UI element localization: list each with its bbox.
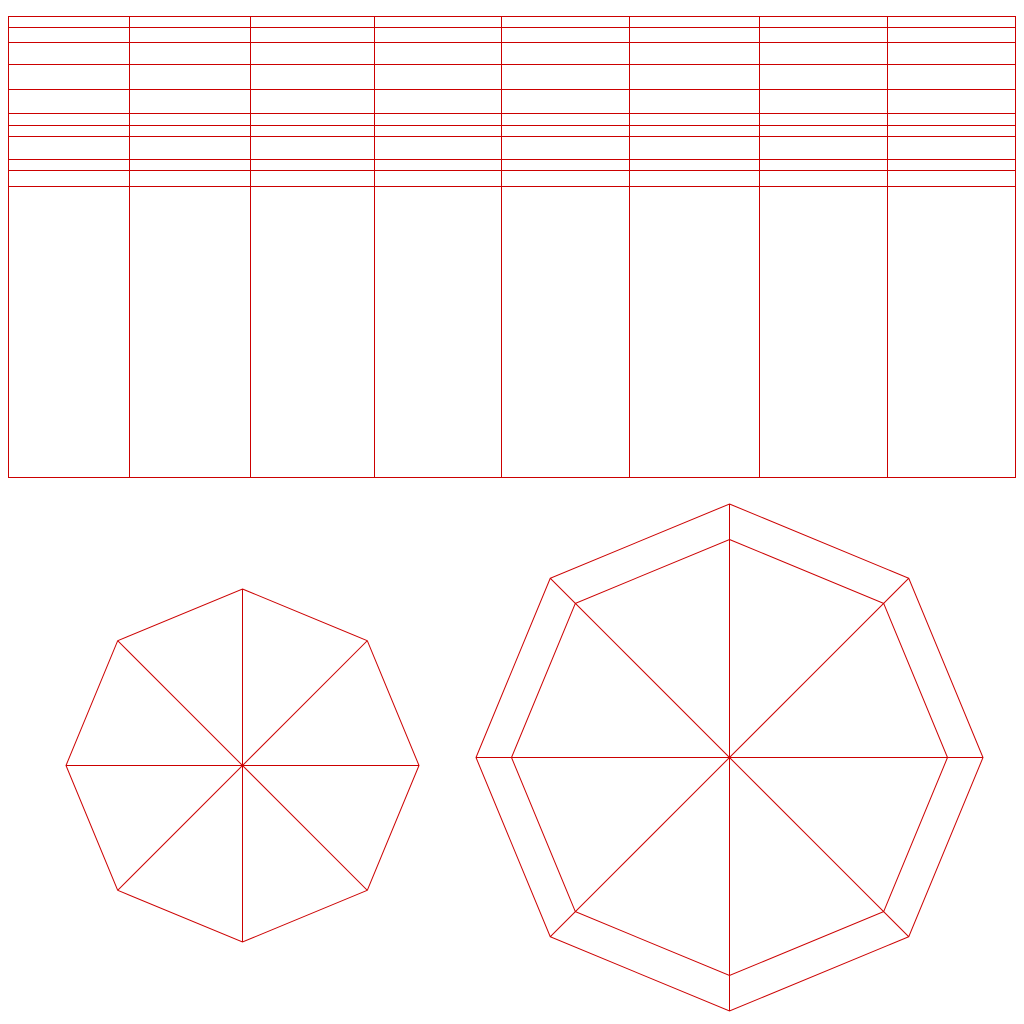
ring-octagon-fan: [475, 503, 984, 1012]
strip-border: [8, 16, 1016, 478]
cap-spoke-line: [242, 765, 368, 891]
ring-spoke-line: [574, 757, 730, 913]
cap-spoke-line: [117, 640, 243, 766]
ring-spoke-line: [729, 602, 885, 758]
ring-spoke-line: [574, 602, 730, 758]
side-strip-grid: [8, 16, 1016, 478]
cap-octagon-fan: [65, 588, 420, 943]
ring-connector-line: [883, 577, 910, 604]
ring-connector-line: [883, 911, 910, 938]
ring-connector-line: [549, 577, 576, 604]
ring-spoke-line: [729, 757, 885, 913]
cap-spoke-line: [117, 765, 243, 891]
cap-spoke-line: [242, 640, 368, 766]
ring-connector-line: [549, 911, 576, 938]
